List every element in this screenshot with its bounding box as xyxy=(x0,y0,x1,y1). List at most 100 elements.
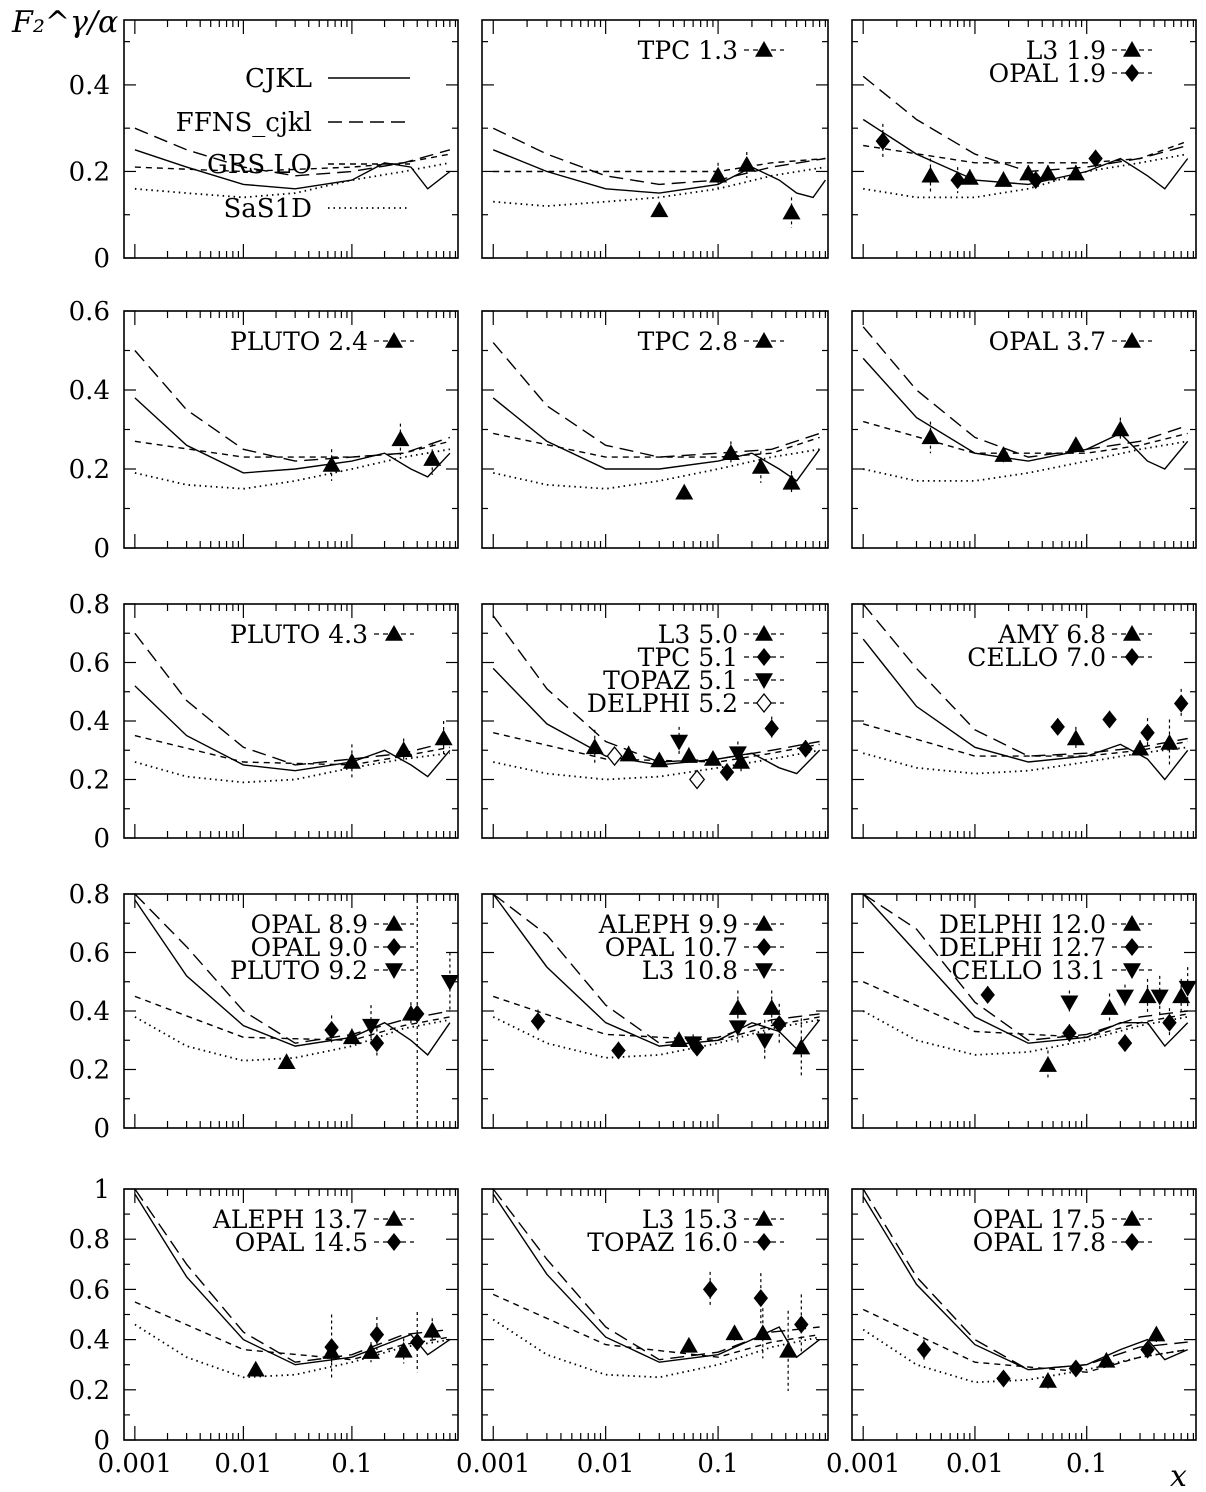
marker-diamond xyxy=(386,938,402,956)
marker-diamond xyxy=(1162,1013,1177,1032)
marker-triangle-up xyxy=(679,747,698,763)
curve-solid xyxy=(134,397,451,478)
panel-frame xyxy=(851,19,1197,259)
marker-triangle-up xyxy=(1138,987,1157,1004)
marker-triangle-up xyxy=(423,450,442,466)
marker-triangle-up xyxy=(755,332,773,348)
x-tick-label: 0.01 xyxy=(946,1449,1004,1479)
marker-diamond xyxy=(916,1340,932,1359)
marker-diamond xyxy=(410,1333,425,1352)
marker-diamond xyxy=(324,1338,339,1357)
legend-label: L3 1.9 xyxy=(1026,36,1106,65)
curve-dotted xyxy=(493,749,820,781)
curve-dashed xyxy=(492,893,820,1044)
x-tick-label: 0.1 xyxy=(331,1449,372,1479)
marker-diamond xyxy=(530,1012,546,1031)
marker-diamond xyxy=(1068,1359,1084,1378)
curve-solid xyxy=(862,638,1189,781)
curve-dashed xyxy=(862,326,1188,458)
curve-solid xyxy=(492,149,826,199)
curve-short-dashed xyxy=(493,432,820,458)
marker-diamond xyxy=(1140,1340,1155,1359)
curve-short-dashed xyxy=(134,995,451,1042)
marker-triangle-up xyxy=(675,483,694,500)
curve-dotted xyxy=(862,1328,1188,1384)
legend-label: OPAL 8.9 xyxy=(251,910,368,939)
curve-legend-label: GRS LO xyxy=(207,150,312,180)
legend-label: CELLO 13.1 xyxy=(951,956,1106,985)
x-tick-label: 0.1 xyxy=(697,1449,738,1479)
marker-diamond xyxy=(719,763,735,782)
curve-solid xyxy=(862,1196,1188,1371)
marker-triangle-down xyxy=(755,673,773,689)
marker-diamond xyxy=(1117,1034,1133,1053)
curve-dashed xyxy=(492,127,826,186)
x-axis-label: x xyxy=(1170,1459,1187,1492)
marker-open-diamond xyxy=(606,746,623,767)
marker-triangle-up xyxy=(394,741,413,757)
marker-triangle-up xyxy=(1038,1056,1057,1072)
marker-diamond xyxy=(1050,717,1065,736)
marker-triangle-down xyxy=(1150,989,1169,1006)
curve-solid xyxy=(862,357,1189,470)
marker-diamond xyxy=(996,1369,1011,1388)
marker-triangle-up xyxy=(1066,729,1085,746)
legend-label: AMY 6.8 xyxy=(997,620,1106,649)
curve-dotted xyxy=(134,161,451,199)
marker-triangle-up xyxy=(728,999,747,1015)
legend-label: PLUTO 4.3 xyxy=(230,620,368,649)
curve-solid xyxy=(862,118,1189,190)
curve-solid xyxy=(492,397,821,482)
marker-triangle-up xyxy=(703,750,722,766)
marker-diamond xyxy=(1062,1023,1077,1042)
marker-diamond xyxy=(1028,171,1043,190)
marker-triangle-up xyxy=(755,625,773,641)
marker-triangle-down xyxy=(728,746,747,763)
marker-triangle-up xyxy=(385,332,403,348)
curve-legend-label: FFNS_cjkl xyxy=(176,108,312,138)
marker-triangle-up xyxy=(921,428,940,445)
marker-triangle-up xyxy=(423,1321,442,1338)
marker-triangle-up xyxy=(1066,164,1085,181)
marker-diamond xyxy=(1124,1233,1140,1251)
y-tick-label: 0 xyxy=(93,1426,110,1456)
marker-diamond xyxy=(875,132,891,151)
curve-dotted xyxy=(863,153,1188,199)
marker-triangle-up xyxy=(960,168,979,185)
curve-dotted xyxy=(492,1318,820,1379)
marker-triangle-down xyxy=(1178,980,1197,997)
legend-label: ALEPH 9.9 xyxy=(598,910,738,939)
curve-dashed xyxy=(134,893,451,1044)
marker-triangle-up xyxy=(394,1341,413,1358)
curve-dotted xyxy=(493,448,820,490)
marker-diamond xyxy=(756,938,772,956)
marker-triangle-up xyxy=(391,430,410,447)
y-tick-label: 0.8 xyxy=(69,1225,110,1255)
marker-triangle-up xyxy=(751,458,770,474)
legend-label: PLUTO 2.4 xyxy=(230,327,368,356)
marker-triangle-up xyxy=(434,729,453,746)
marker-diamond xyxy=(369,1034,385,1053)
y-tick-label: 0 xyxy=(93,534,110,564)
x-tick-label: 0.1 xyxy=(1066,1449,1107,1479)
curve-dotted xyxy=(134,752,451,784)
curve-dotted xyxy=(862,1010,1188,1056)
y-tick-label: 0.6 xyxy=(69,1275,110,1305)
legend-label: ALEPH 13.7 xyxy=(212,1205,368,1234)
legend-label: TPC 1.3 xyxy=(638,36,738,65)
curve-solid xyxy=(134,1193,451,1366)
panel-row3-col1: 0 0.2 0.4 0.6 0.8 PLUTO 4.3 xyxy=(69,590,459,854)
marker-triangle-up xyxy=(585,738,604,755)
marker-triangle-up xyxy=(1066,436,1085,453)
marker-diamond xyxy=(1124,64,1140,82)
marker-triangle-down xyxy=(385,963,403,979)
marker-triangle-up xyxy=(782,203,801,220)
y-tick-label: 0.2 xyxy=(69,1376,110,1406)
curve-short-dashed xyxy=(493,732,820,763)
marker-diamond xyxy=(1173,694,1189,713)
y-tick-label: 0.6 xyxy=(69,297,110,327)
marker-triangle-up xyxy=(709,166,728,183)
